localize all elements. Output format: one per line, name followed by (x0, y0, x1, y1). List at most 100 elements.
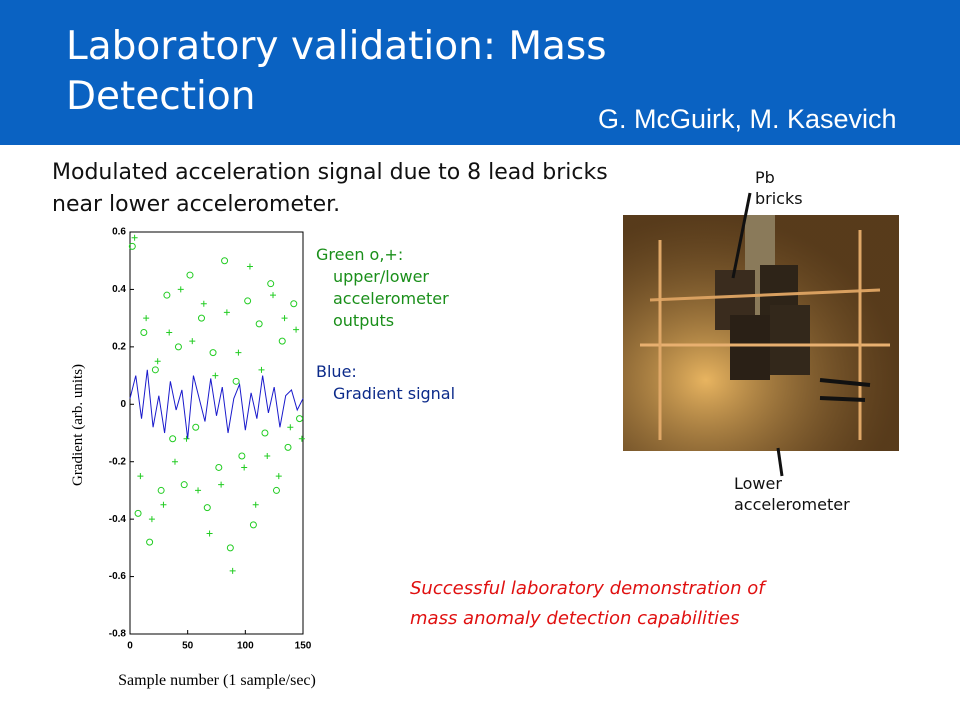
x-axis-label: Sample number (1 sample/sec) (118, 672, 316, 689)
plus-marker (212, 372, 219, 379)
slide-title: Laboratory validation: Mass Detection (66, 24, 607, 119)
authors: G. McGuirk, M. Kasevich (598, 104, 897, 134)
circle-marker (261, 429, 269, 437)
circle-marker (221, 257, 229, 265)
plus-marker (166, 329, 173, 336)
circle-marker (169, 435, 177, 443)
plus-marker (275, 473, 282, 480)
note-line: Gradient signal (333, 384, 456, 403)
plus-marker (298, 435, 305, 442)
y-tick-label: -0.4 (109, 514, 127, 525)
subtitle: Modulated acceleration signal due to 8 l… (52, 160, 608, 217)
header-band (0, 0, 960, 145)
gradient-line (129, 369, 304, 439)
plus-marker (177, 286, 184, 293)
note-line: outputs (333, 311, 395, 330)
x-tick-label: 150 (295, 641, 312, 652)
plus-marker (252, 501, 259, 508)
label-line: Lower (734, 474, 782, 493)
circle-marker (244, 297, 252, 305)
circle-marker (134, 509, 142, 517)
circle-marker (267, 280, 275, 288)
circle-marker (255, 320, 263, 328)
photo (623, 192, 899, 477)
y-tick-label: -0.8 (109, 629, 127, 640)
plus-marker (281, 315, 288, 322)
circle-marker (296, 415, 304, 423)
plus-marker (195, 487, 202, 494)
circle-marker (278, 337, 286, 345)
plus-marker (218, 481, 225, 488)
circle-marker (174, 343, 182, 351)
chart: 0.60.40.20-0.2-0.4-0.6-0.80 50 100 150Sampl… (70, 227, 316, 689)
green-note: Green o,+: upper/lower accelerometer out… (316, 244, 449, 332)
conclusion: Successful laboratory demonstration of m… (410, 574, 765, 634)
y-tick-label: 0 (120, 399, 126, 410)
plus-marker (200, 300, 207, 307)
plus-marker (223, 309, 230, 316)
circle-marker (215, 463, 223, 471)
circle-marker (146, 538, 154, 546)
circle-marker (198, 314, 206, 322)
plus-marker (235, 349, 242, 356)
x-tick-label: 100 (237, 641, 254, 652)
y-tick-label: -0.6 (109, 571, 127, 582)
circle-marker (163, 291, 171, 299)
circle-marker (192, 423, 200, 431)
conclusion-line: Successful laboratory demonstration of (410, 578, 765, 599)
photo-label: Pb bricks (755, 167, 803, 209)
photo-label: Lower accelerometer (734, 473, 850, 515)
plus-marker (154, 358, 161, 365)
circle-marker (157, 486, 165, 494)
plus-marker (270, 292, 277, 299)
conclusion-line: mass anomaly detection capabilities (410, 608, 740, 629)
label-line: Pb (755, 168, 775, 187)
plus-marker (131, 234, 138, 241)
plus-marker (264, 452, 271, 459)
plus-marker (241, 464, 248, 471)
y-tick-label: 0.6 (112, 227, 126, 238)
x-tick-label: 50 (182, 641, 194, 652)
circle-marker (284, 443, 292, 451)
y-tick-label: 0.2 (112, 341, 126, 352)
plus-marker (293, 326, 300, 333)
plus-marker (183, 435, 190, 442)
plus-marker (206, 530, 213, 537)
plus-marker (137, 473, 144, 480)
plus-marker (246, 263, 253, 270)
y-tick-label: 0.4 (112, 284, 126, 295)
blue-note: Blue: Gradient signal (316, 361, 455, 405)
plot-frame (129, 231, 304, 635)
note-line: upper/lower (333, 267, 430, 286)
plus-marker (258, 366, 265, 373)
plus-marker (171, 458, 178, 465)
x-tick-label: 0 (127, 641, 133, 652)
label-line: accelerometer (734, 495, 850, 514)
circle-marker (238, 452, 246, 460)
plus-marker (148, 516, 155, 523)
circle-marker (203, 504, 211, 512)
circle-marker (290, 300, 298, 308)
note-line: Green o,+: (316, 245, 404, 264)
circle-marker (151, 366, 159, 374)
circle-marker (140, 329, 148, 336)
circle-marker (128, 242, 136, 250)
circle-marker (249, 521, 257, 529)
circle-marker (226, 544, 234, 552)
plus-marker (287, 424, 294, 431)
circle-marker (186, 271, 194, 279)
y-tick-label: -0.2 (109, 456, 127, 467)
circle-marker (209, 349, 217, 357)
plus-marker (189, 338, 196, 345)
y-axis-label: Gradient (arb. units) (70, 364, 86, 486)
note-line: accelerometer (333, 289, 449, 308)
circle-marker (180, 481, 188, 489)
plus-marker (160, 501, 167, 508)
circle-marker (272, 486, 280, 494)
label-line: bricks (755, 189, 803, 208)
note-line: Blue: (316, 362, 357, 381)
circle-marker (232, 377, 240, 385)
plus-marker (229, 567, 236, 574)
